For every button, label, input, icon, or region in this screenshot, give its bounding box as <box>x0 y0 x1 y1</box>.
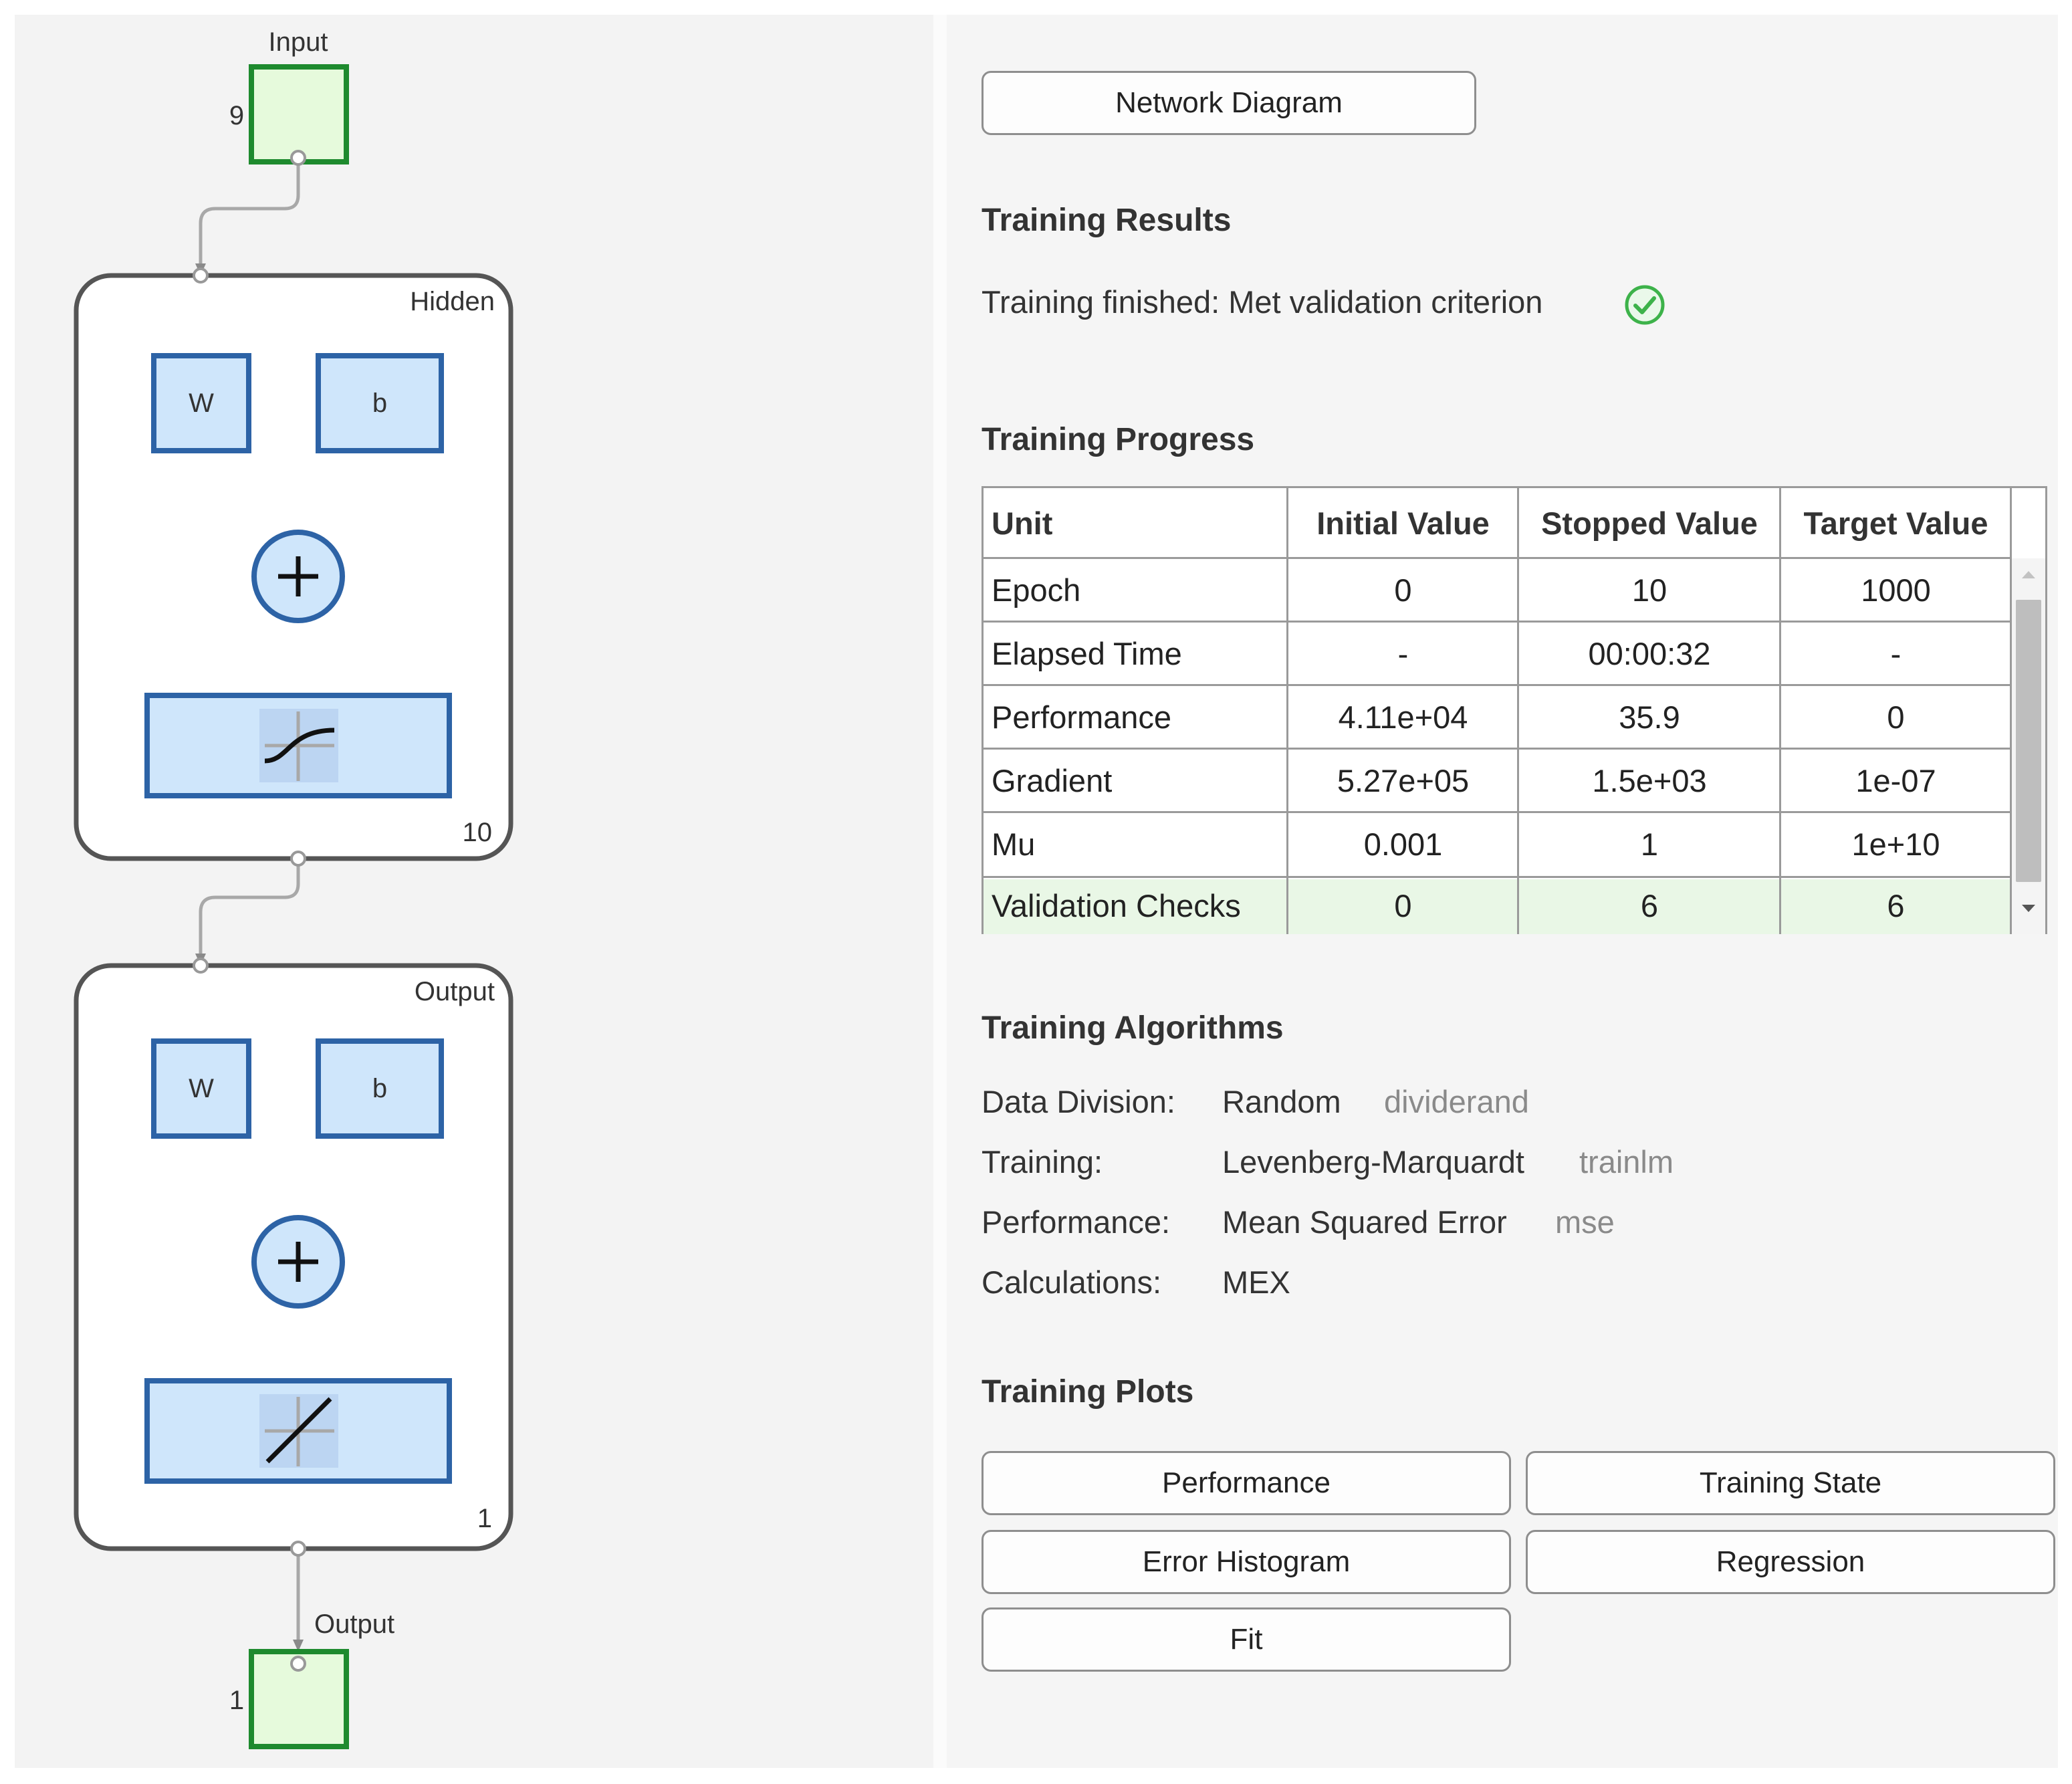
tansig-icon <box>259 709 338 782</box>
hidden-bias-block <box>316 353 444 453</box>
hidden-weight-block <box>151 353 251 453</box>
training-algorithms-title: Training Algorithms <box>982 1010 1284 1046</box>
table-row: Gradient <box>992 763 1113 798</box>
plus-icon <box>251 1215 345 1309</box>
training-results-title: Training Results <box>982 203 1232 238</box>
hidden-layer-label: Hidden <box>410 287 495 316</box>
hidden-weight-label: W <box>189 388 214 418</box>
grid-line <box>984 557 2011 559</box>
grid-line <box>1517 488 1519 934</box>
training-state-plot-button[interactable]: Training State <box>1526 1451 2055 1515</box>
table-cell: 0 <box>1887 699 1905 735</box>
table-cell: 4.11e+04 <box>1338 699 1468 735</box>
table-cell: 0 <box>1394 888 1412 923</box>
training-info-panel: Network Diagram Training Results Trainin… <box>947 15 2058 1768</box>
output-label: Output <box>314 1609 394 1639</box>
network-diagram-panel: Input 9 Hidden W b 10 Output <box>15 15 933 1768</box>
training-progress-title: Training Progress <box>982 422 1255 457</box>
output-layer-size: 1 <box>477 1504 492 1533</box>
grid-line <box>984 748 2011 750</box>
error-histogram-plot-button[interactable]: Error Histogram <box>982 1530 1511 1594</box>
table-cell: 00:00:32 <box>1588 636 1711 671</box>
table-cell: - <box>1397 636 1409 671</box>
algo-label-performance: Performance: <box>982 1204 1171 1240</box>
fit-plot-button[interactable]: Fit <box>982 1607 1511 1672</box>
input-label: Input <box>269 27 328 57</box>
column-header-target: Target Value <box>1803 506 1988 541</box>
performance-plot-button[interactable]: Performance <box>982 1451 1511 1515</box>
plus-icon <box>251 530 345 623</box>
table-cell: 1 <box>1640 826 1659 862</box>
table-cell: 10 <box>1631 572 1667 608</box>
column-header-stopped: Stopped Value <box>1541 506 1758 541</box>
table-cell: 1e+10 <box>1851 826 1940 862</box>
panel-divider <box>933 15 947 1768</box>
network-diagram: Input 9 Hidden W b 10 Output <box>74 27 513 1749</box>
scroll-up-arrow-icon[interactable] <box>2021 569 2037 580</box>
algo-label-calculations: Calculations: <box>982 1264 1162 1300</box>
check-circle-icon <box>1625 285 1665 325</box>
table-row: Performance <box>992 699 1172 735</box>
grid-line <box>984 811 2011 813</box>
table-row: Elapsed Time <box>992 636 1182 671</box>
output-weight-block <box>151 1038 251 1139</box>
table-cell: - <box>1890 636 1902 671</box>
algo-label-data-division: Data Division: <box>982 1084 1175 1119</box>
training-progress-table: Unit Initial Value Stopped Value Target … <box>982 486 2047 934</box>
table-cell: 1000 <box>1861 572 1931 608</box>
grid-line <box>2010 488 2012 934</box>
output-layer-label: Output <box>415 977 495 1006</box>
table-cell: 6 <box>1640 888 1659 923</box>
output-weight-label: W <box>189 1074 214 1103</box>
app-window: Input 9 Hidden W b 10 Output <box>15 15 2058 1768</box>
algo-value-data-division: Random <box>1222 1084 1341 1119</box>
scrollbar-thumb[interactable] <box>2016 600 2041 882</box>
table-row: Mu <box>992 826 1036 862</box>
training-status-text: Training finished: Met validation criter… <box>982 284 1543 320</box>
output-bias-block <box>316 1038 444 1139</box>
algo-label-training: Training: <box>982 1144 1103 1180</box>
grid-line <box>984 876 2011 878</box>
table-cell: 35.9 <box>1619 699 1680 735</box>
table-scrollbar[interactable] <box>2012 558 2045 934</box>
validation-row-highlight <box>984 879 2011 934</box>
column-header-unit: Unit <box>992 506 1053 541</box>
grid-line <box>984 684 2011 686</box>
network-diagram-button[interactable]: Network Diagram <box>982 71 1476 135</box>
hidden-bias-label: b <box>372 388 387 418</box>
table-cell: 0.001 <box>1363 826 1443 862</box>
hidden-size: 10 <box>463 818 493 847</box>
input-block <box>249 64 349 164</box>
output-bias-label: b <box>372 1074 387 1103</box>
grid-line <box>1779 488 1781 934</box>
table-cell: 1.5e+03 <box>1592 763 1707 798</box>
table-cell: 0 <box>1394 572 1412 608</box>
algo-fn-performance: mse <box>1555 1204 1615 1240</box>
purelin-icon <box>259 1394 338 1468</box>
column-header-initial: Initial Value <box>1316 506 1490 541</box>
algo-fn-data-division: dividerand <box>1384 1084 1529 1119</box>
output-size: 1 <box>229 1686 244 1715</box>
table-cell: 6 <box>1887 888 1905 923</box>
table-row: Validation Checks <box>992 888 1241 923</box>
connection-dots <box>193 150 306 1672</box>
input-size: 9 <box>229 101 244 130</box>
grid-line <box>984 621 2011 623</box>
regression-plot-button[interactable]: Regression <box>1526 1530 2055 1594</box>
table-row: Epoch <box>992 572 1081 608</box>
algo-value-performance: Mean Squared Error <box>1222 1204 1507 1240</box>
table-cell: 5.27e+05 <box>1337 763 1470 798</box>
grid-line <box>1286 488 1288 934</box>
algo-value-calculations: MEX <box>1222 1264 1290 1300</box>
scroll-down-arrow-icon[interactable] <box>2021 903 2037 914</box>
algo-fn-training: trainlm <box>1579 1144 1674 1180</box>
table-cell: 1e-07 <box>1855 763 1936 798</box>
algo-value-training: Levenberg-Marquardt <box>1222 1144 1524 1180</box>
training-plots-title: Training Plots <box>982 1374 1194 1410</box>
